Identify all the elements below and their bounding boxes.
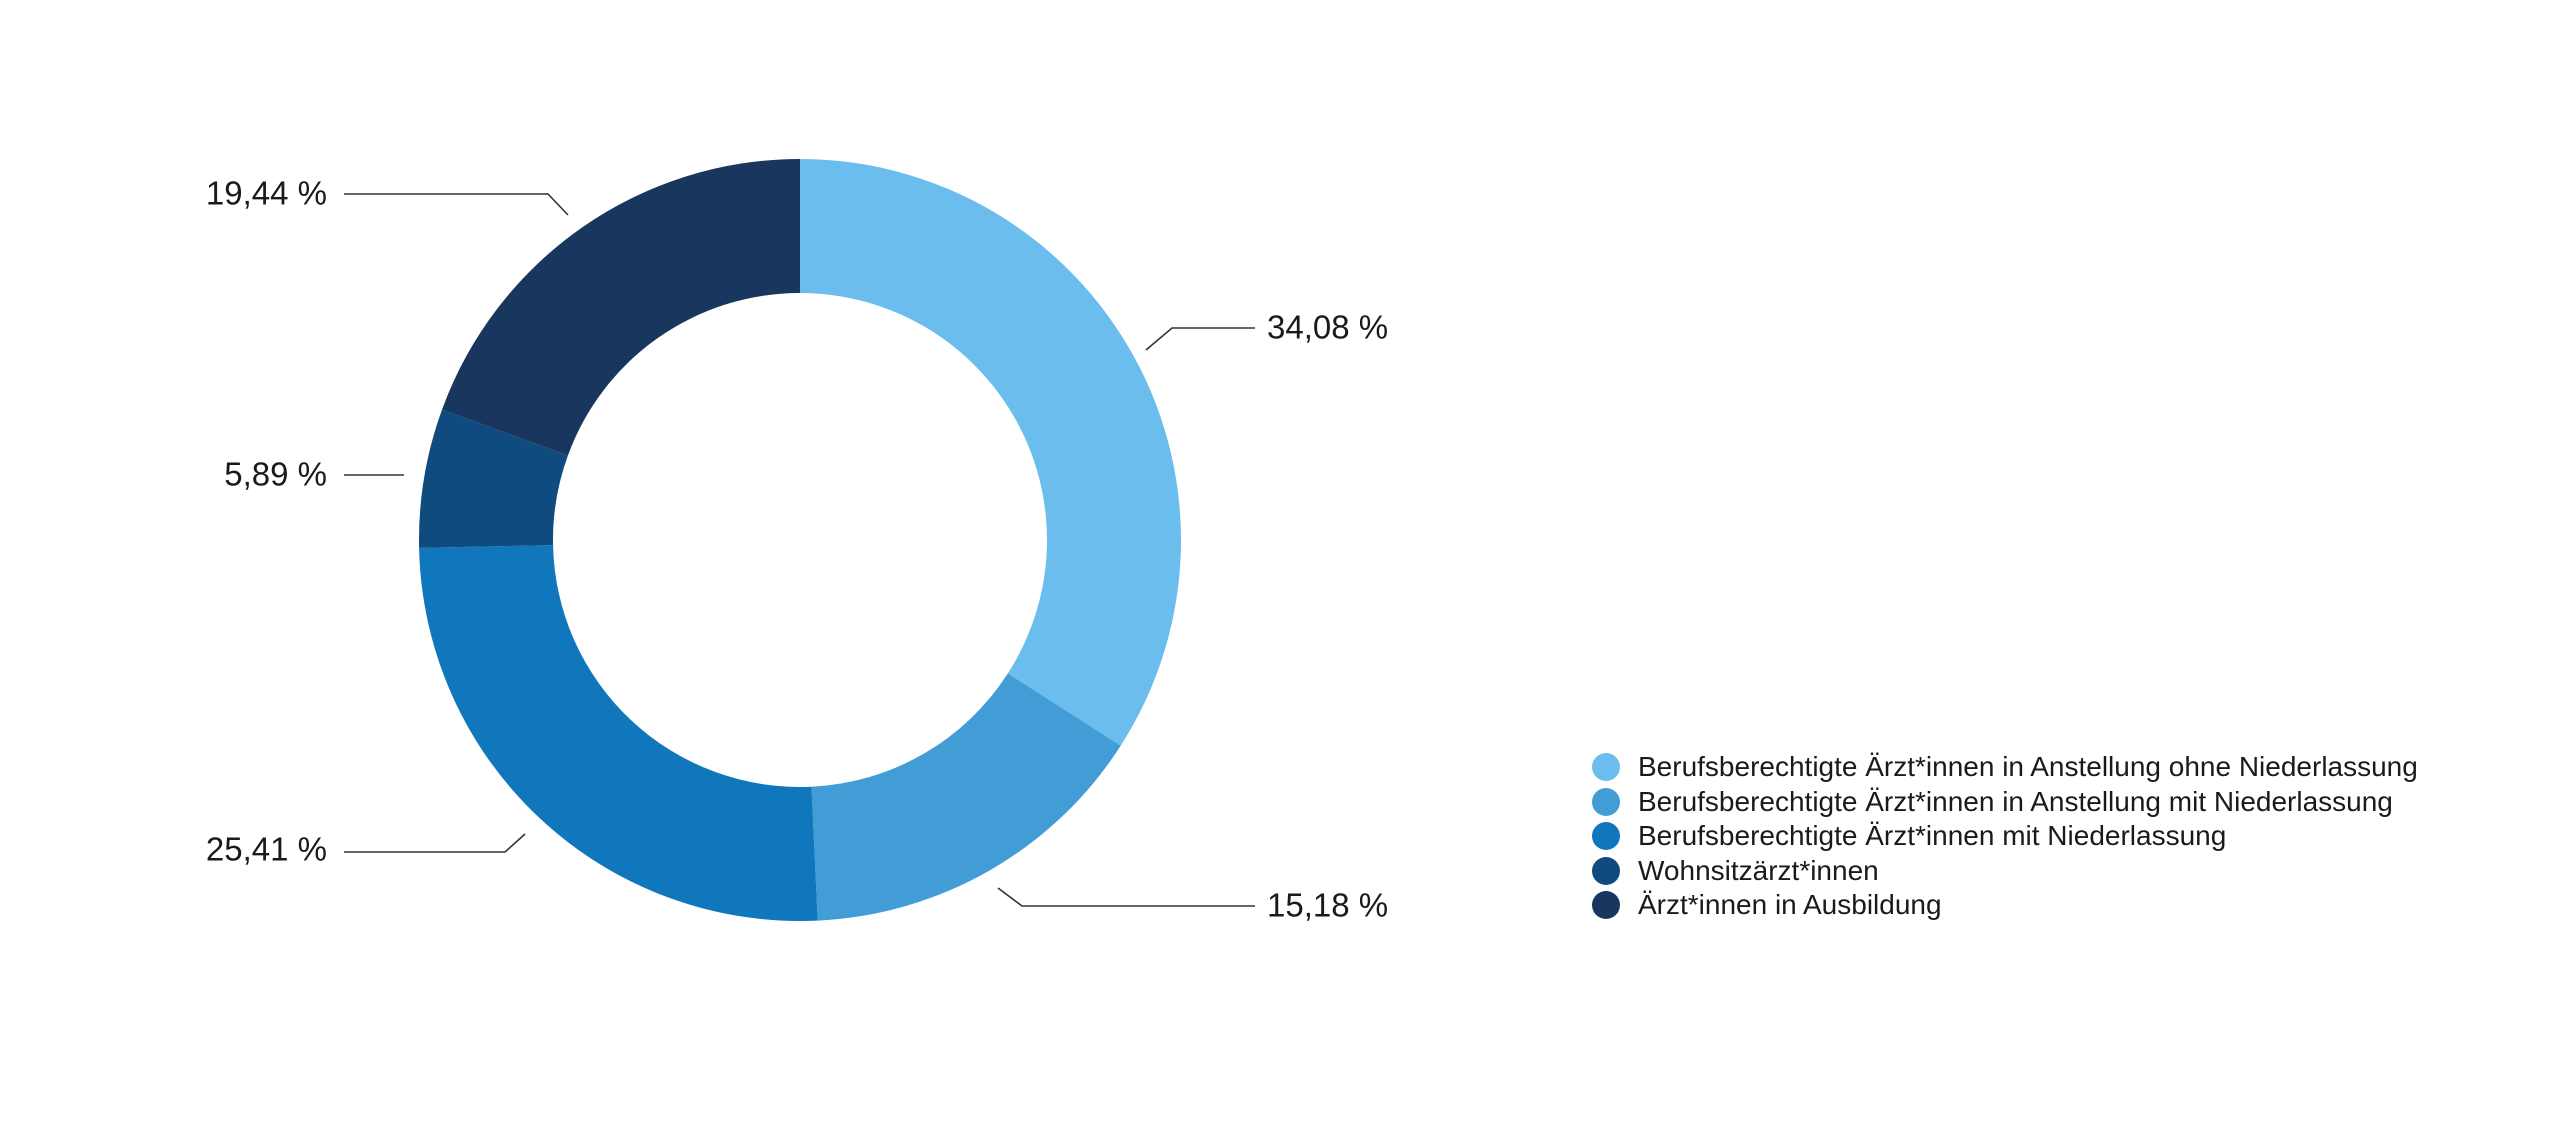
donut-slice-4 (419, 409, 568, 548)
slice-labels: 34,08 % 15,18 % 25,41 % 5,89 % 19,44 % (206, 175, 1388, 924)
legend-item-1: Berufsberechtigte Ärzt*innen in Anstellu… (1592, 750, 2418, 785)
leader-line-5 (344, 193, 569, 216)
legend-label-3: Berufsberechtigte Ärzt*innen mit Niederl… (1638, 820, 2227, 852)
leader-line-1 (1145, 327, 1255, 351)
donut-slice-2 (811, 673, 1121, 921)
slice-label-5: 19,44 % (206, 175, 327, 212)
legend-label-5: Ärzt*innen in Ausbildung (1638, 889, 1942, 921)
legend-item-2: Berufsberechtigte Ärzt*innen in Anstellu… (1592, 785, 2418, 820)
legend-swatch-2 (1592, 787, 1620, 816)
slice-label-2: 15,18 % (1267, 887, 1388, 924)
legend-swatch-1 (1592, 753, 1620, 782)
slice-label-1: 34,08 % (1267, 309, 1388, 346)
legend-item-4: Wohnsitzärzt*innen (1592, 854, 2418, 889)
leader-line-2 (997, 887, 1255, 907)
donut-slices (419, 159, 1181, 921)
legend-swatch-4 (1592, 856, 1620, 885)
legend-label-1: Berufsberechtigte Ärzt*innen in Anstellu… (1638, 751, 2418, 783)
chart-legend: Berufsberechtigte Ärzt*innen in Anstellu… (1592, 750, 2418, 923)
leader-line-3 (344, 833, 526, 853)
slice-label-4: 5,89 % (224, 456, 327, 493)
legend-swatch-5 (1592, 891, 1620, 920)
legend-item-3: Berufsberechtigte Ärzt*innen mit Niederl… (1592, 819, 2418, 854)
donut-slice-3 (419, 545, 818, 921)
donut-slice-1 (800, 159, 1181, 746)
legend-label-2: Berufsberechtigte Ärzt*innen in Anstellu… (1638, 785, 2393, 817)
legend-swatch-3 (1592, 822, 1620, 851)
legend-item-5: Ärzt*innen in Ausbildung (1592, 888, 2418, 923)
slice-label-3: 25,41 % (206, 831, 327, 868)
legend-label-4: Wohnsitzärzt*innen (1638, 854, 1879, 886)
donut-slice-5 (442, 159, 800, 456)
